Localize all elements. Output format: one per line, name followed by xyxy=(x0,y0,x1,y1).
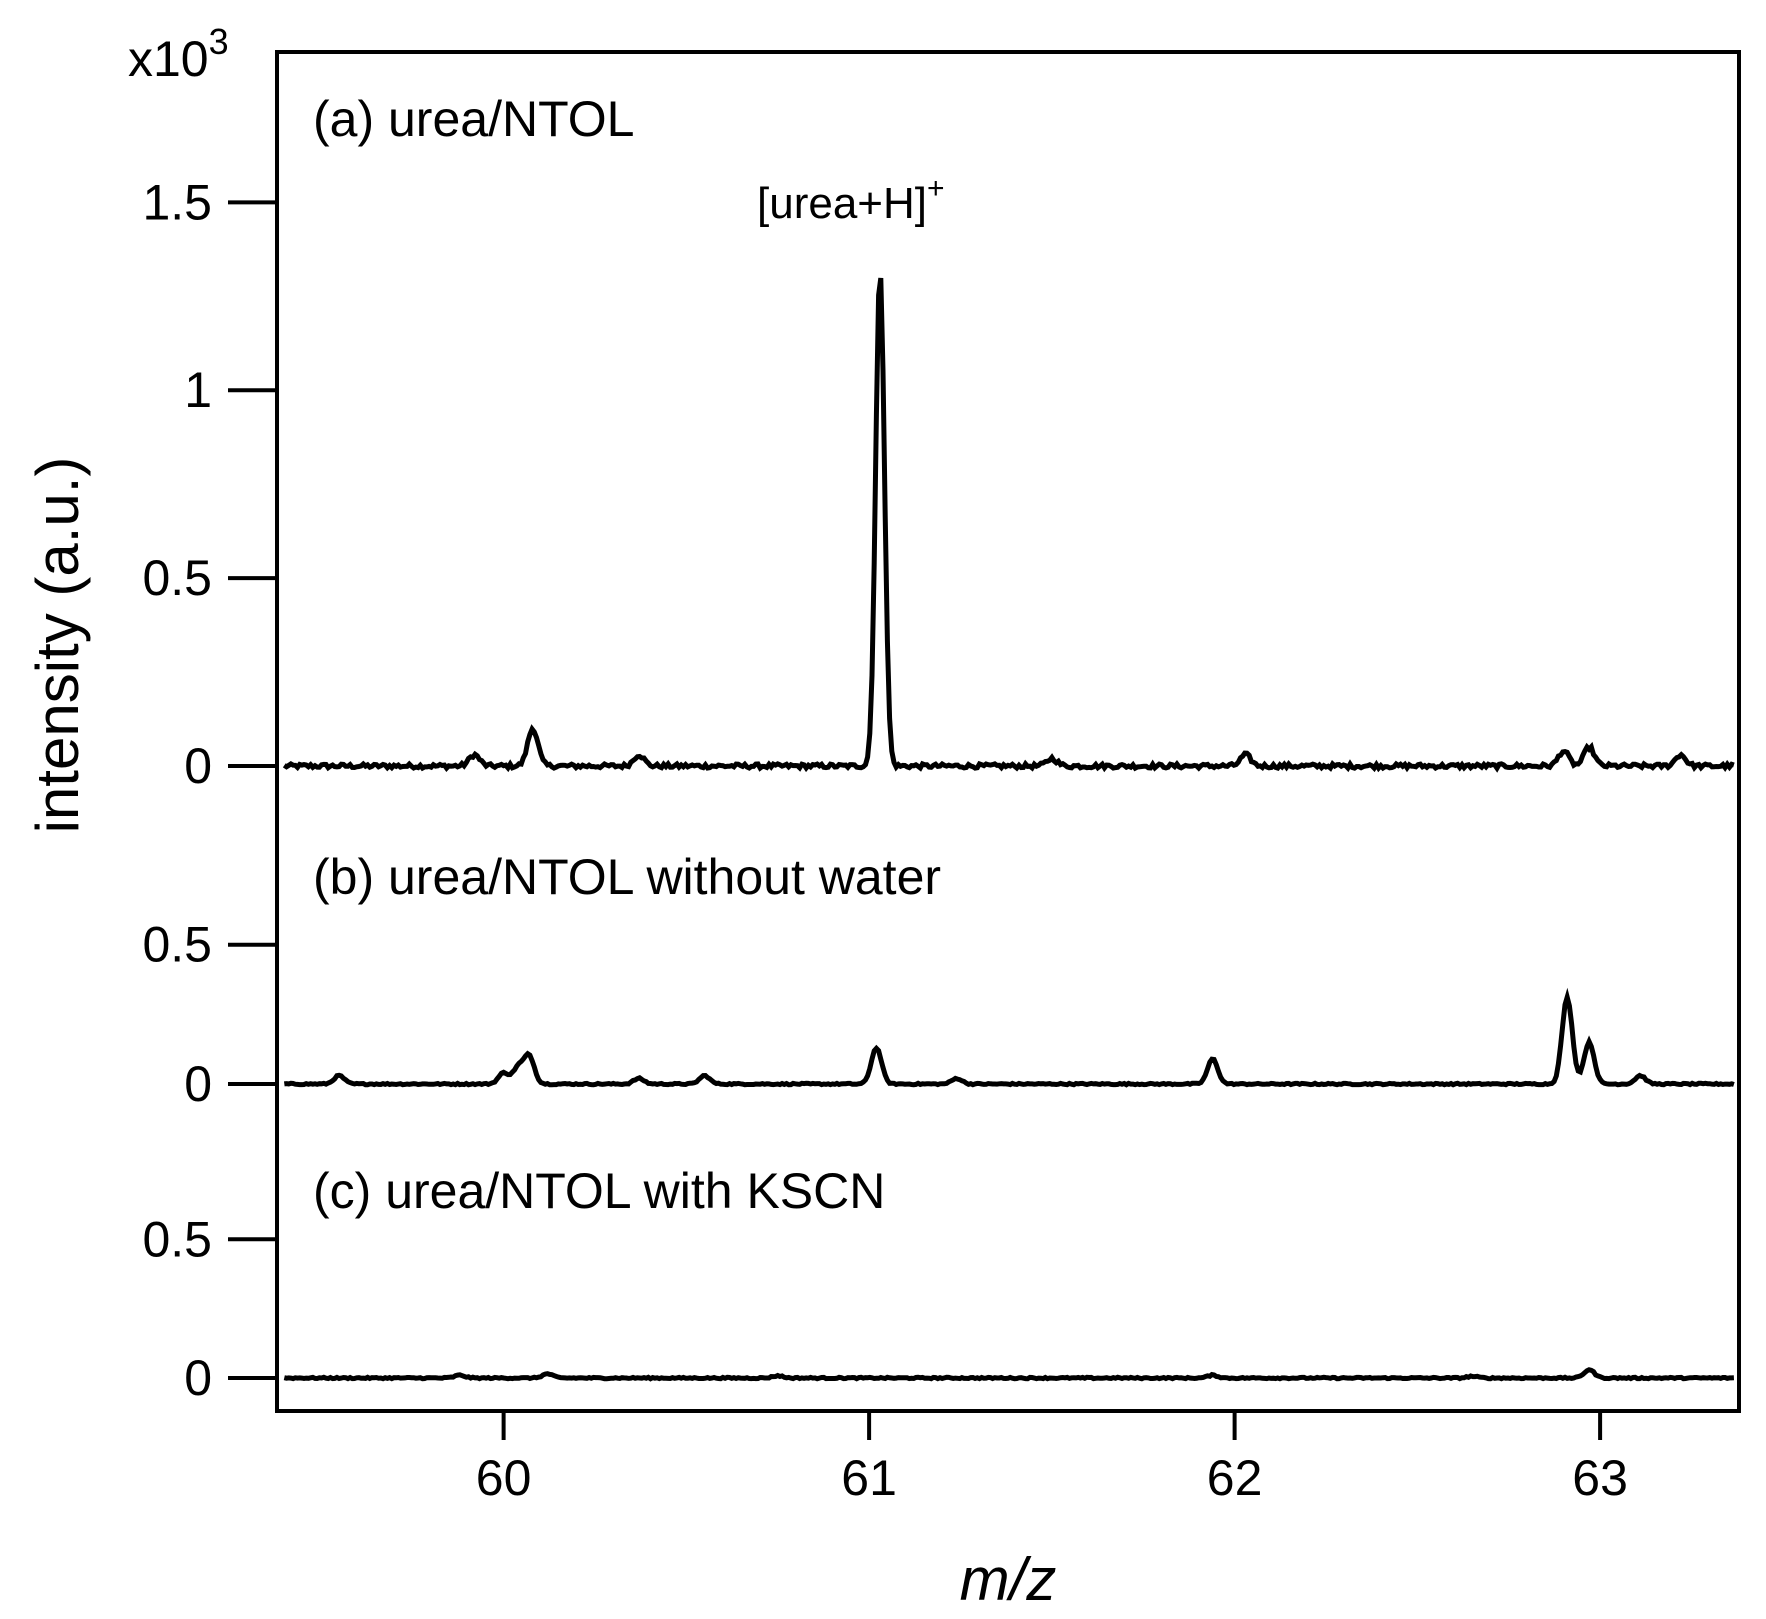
y-tick-label: 0.5 xyxy=(142,1211,212,1267)
y-tick-label: 0.5 xyxy=(142,917,212,973)
peak-annotation-charge: + xyxy=(927,172,945,205)
panel-label: (a) urea/NTOL xyxy=(313,91,634,147)
x-tick-label: 62 xyxy=(1207,1450,1263,1506)
y-tick-label: 1.5 xyxy=(142,174,212,230)
x-tick-label: 60 xyxy=(476,1450,532,1506)
peak-annotation: [urea+H]+ xyxy=(757,172,945,228)
x-axis-ticks: 60 61 62 63 xyxy=(476,1411,1628,1506)
plot-frame xyxy=(275,50,1741,1413)
spectrum-line xyxy=(283,987,1735,1088)
y-axis-title: intensity (a.u.) xyxy=(24,457,91,834)
panel-label: (b) urea/NTOL without water xyxy=(313,849,941,905)
spectrum-line xyxy=(283,1367,1735,1382)
y-tick-label: 0.5 xyxy=(142,550,212,606)
spectra xyxy=(282,277,1735,1382)
x-axis-title: m/z xyxy=(960,1546,1057,1613)
x-tick-label: 63 xyxy=(1572,1450,1628,1506)
panel-labels: (a) urea/NTOL (b) urea/NTOL without water… xyxy=(313,91,941,1219)
y-scale-label: x103 xyxy=(128,21,229,87)
y-tick-label: 0 xyxy=(184,1056,212,1112)
panel-label: (c) urea/NTOL with KSCN xyxy=(313,1163,885,1219)
y-tick-label: 0 xyxy=(184,738,212,794)
y-tick-label: 0 xyxy=(184,1350,212,1406)
x-tick-label: 61 xyxy=(841,1450,897,1506)
y-axis-ticks: 0 0.5 1 1.5 0 0.5 0 0.5 xyxy=(142,174,277,1406)
y-scale-exponent: 3 xyxy=(209,21,229,62)
y-tick-label: 1 xyxy=(184,362,212,418)
spectrum-line xyxy=(282,277,1735,773)
